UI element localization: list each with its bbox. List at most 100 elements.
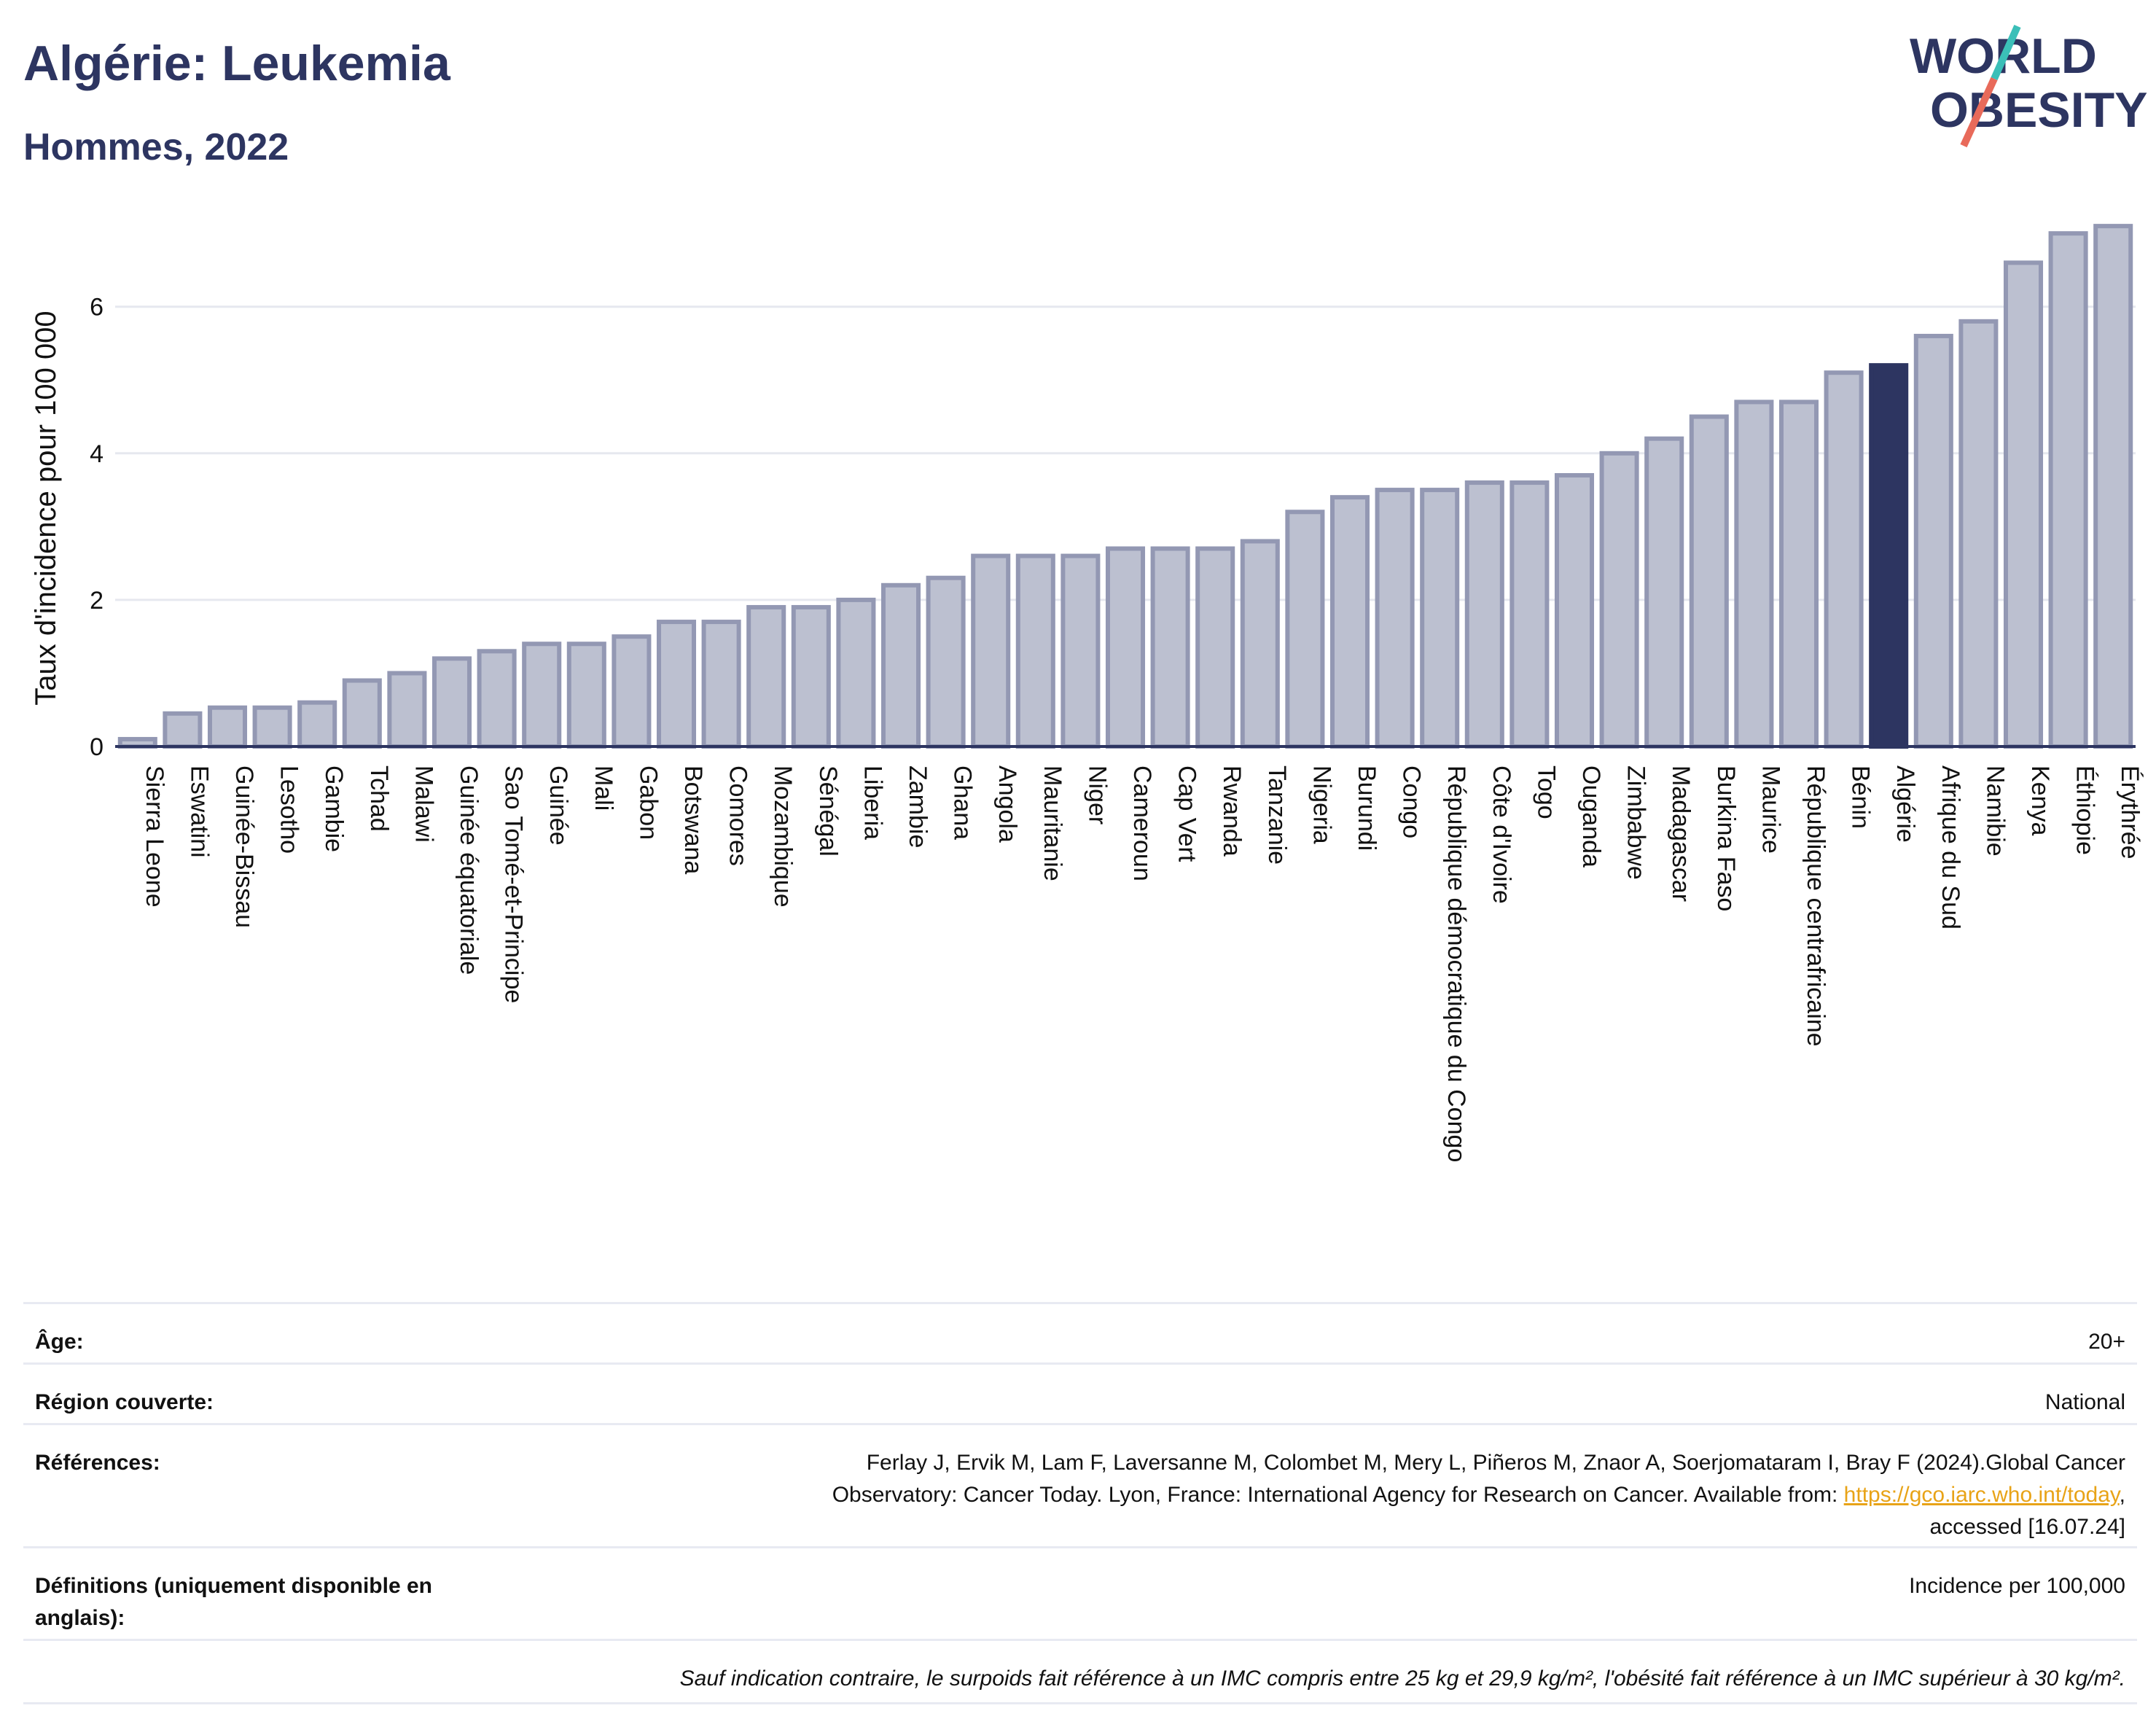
x-tick-label: Afrique du Sud	[1937, 765, 1964, 929]
y-tick-label: 0	[90, 733, 103, 761]
bar-26	[1285, 510, 1325, 749]
bar-42	[2003, 260, 2044, 749]
bar-8	[477, 649, 517, 749]
x-tick-label: Tanzanie	[1263, 765, 1291, 865]
x-tick-label: Sierra Leone	[141, 765, 168, 908]
x-tick-label: Guinée	[544, 765, 572, 846]
x-tick-label: Congo	[1398, 765, 1426, 838]
references-line2: Observatory: Cancer Today. Lyon, France:…	[832, 1483, 1844, 1507]
bars	[117, 224, 2133, 749]
bar-3	[252, 705, 292, 749]
bar-21	[1061, 553, 1101, 749]
bar-27	[1329, 495, 1370, 749]
definitions-label: Définitions (uniquement disponible en an…	[35, 1574, 432, 1630]
bar-15	[791, 604, 831, 749]
page-title: Algérie: Leukemia	[23, 36, 450, 91]
bar-36	[1734, 399, 1774, 749]
bar-17	[880, 582, 921, 749]
bar-1	[163, 711, 203, 749]
bar-18	[926, 575, 966, 749]
x-tick-label: Liberia	[859, 765, 886, 840]
x-tick-label: Sénégal	[814, 765, 842, 857]
x-tick-label: Guinée-Bissau	[230, 765, 258, 928]
x-tick-label: Mali	[590, 765, 617, 811]
x-tick-label: Rwanda	[1218, 765, 1246, 857]
x-tick-label: République centrafricaine	[1802, 765, 1829, 1047]
bar-chart: 0 2 4 6 Sierra Leone Eswatini Guinée-Bissau Le…	[30, 224, 2144, 1162]
x-tick-label: Gambie	[320, 765, 348, 852]
bar-13	[701, 620, 741, 749]
x-tick-label: Comores	[724, 765, 752, 866]
logo-line2: OBESITY	[1930, 82, 2148, 138]
x-tick-label: Érythrée	[2116, 765, 2144, 859]
age-value: 20+	[2088, 1330, 2125, 1354]
region-label: Région couverte:	[35, 1390, 214, 1414]
bar-16	[836, 597, 876, 749]
y-axis-label: Taux d'incidence pour 100 000	[30, 311, 62, 705]
bar-44	[2093, 224, 2133, 749]
logo-slash-teal	[1991, 24, 2021, 81]
x-tick-label: Maurice	[1757, 765, 1784, 854]
bar-34	[1644, 436, 1684, 749]
bar-33	[1599, 451, 1639, 749]
x-tick-label: Mozambique	[769, 765, 797, 908]
x-tick-label: Cameroun	[1128, 765, 1156, 881]
info-row-region: Région couverte: National	[23, 1362, 2137, 1423]
x-tick-label: Ghana	[949, 765, 977, 840]
x-tick-label: Algérie	[1891, 765, 1919, 843]
x-tick-label: Namibie	[1981, 765, 2009, 857]
bar-9	[522, 642, 562, 749]
references-label: Références:	[35, 1451, 160, 1475]
bar-29	[1420, 488, 1460, 749]
x-tick-label: Guinée équatoriale	[455, 765, 483, 975]
x-tick-label: Kenya	[2026, 765, 2054, 835]
bar-41	[1958, 319, 1999, 749]
x-tick-label: Togo	[1532, 765, 1560, 819]
bar-5	[342, 678, 382, 749]
bar-20	[1015, 553, 1055, 749]
x-tick-label: Lesotho	[276, 765, 303, 854]
bar-11	[612, 634, 652, 749]
definitions-value: Incidence per 100,000	[1909, 1574, 2125, 1598]
x-tick-label: Gabon	[634, 765, 662, 840]
bar-14	[746, 604, 786, 749]
x-tick-label: Angola	[993, 765, 1021, 843]
x-tick-label: Niger	[1083, 765, 1111, 824]
bar-19	[971, 553, 1011, 749]
world-obesity-logo: WORLD OBESITY	[1910, 24, 2148, 148]
references-line2-end: ,	[2119, 1483, 2125, 1507]
bar-31	[1509, 480, 1550, 749]
references-link[interactable]: https://gco.iarc.who.int/today	[1843, 1483, 2120, 1507]
x-tick-label: Mauritanie	[1039, 765, 1066, 881]
bar-12	[656, 620, 697, 749]
info-row-definitions: Définitions (uniquement disponible en an…	[23, 1546, 2137, 1639]
bar-38	[1824, 370, 1864, 749]
x-tick-label: Malawi	[410, 765, 437, 843]
x-tick-label: Zimbabwe	[1622, 765, 1650, 880]
y-tick-labels: 0 2 4 6	[90, 294, 103, 761]
info-row-age: Âge: 20+	[23, 1302, 2137, 1362]
references-line1: Ferlay J, Ervik M, Lam F, Laversanne M, …	[866, 1451, 2125, 1475]
info-row-references: Références: Ferlay J, Ervik M, Lam F, La…	[23, 1423, 2137, 1546]
bar-28	[1375, 488, 1415, 749]
bar-23	[1150, 546, 1190, 749]
page-subtitle: Hommes, 2022	[23, 126, 289, 168]
bar-35	[1689, 414, 1729, 749]
region-value: National	[2044, 1390, 2125, 1414]
y-tick-label: 2	[90, 587, 103, 615]
bar-43	[2048, 231, 2088, 749]
x-tick-labels: Sierra Leone Eswatini Guinée-Bissau Lesotho…	[141, 765, 2144, 1162]
table-bottom-border	[23, 1702, 2137, 1704]
bar-24	[1195, 546, 1235, 749]
bar-39	[1869, 363, 1909, 749]
x-tick-label: Sao Tomé-et-Principe	[500, 765, 528, 1003]
references-line3: accessed [16.07.24]	[1929, 1515, 2125, 1539]
bar-6	[387, 671, 427, 749]
bar-4	[297, 700, 337, 749]
references-value: Ferlay J, Ervik M, Lam F, Laversanne M, …	[595, 1447, 2125, 1543]
bar-10	[566, 642, 606, 749]
x-tick-label: Burkina Faso	[1712, 765, 1740, 911]
x-tick-label: Bénin	[1847, 765, 1875, 829]
x-tick-label: Cap Vert	[1173, 765, 1201, 862]
x-tick-label: Côte d'Ivoire	[1488, 765, 1515, 904]
